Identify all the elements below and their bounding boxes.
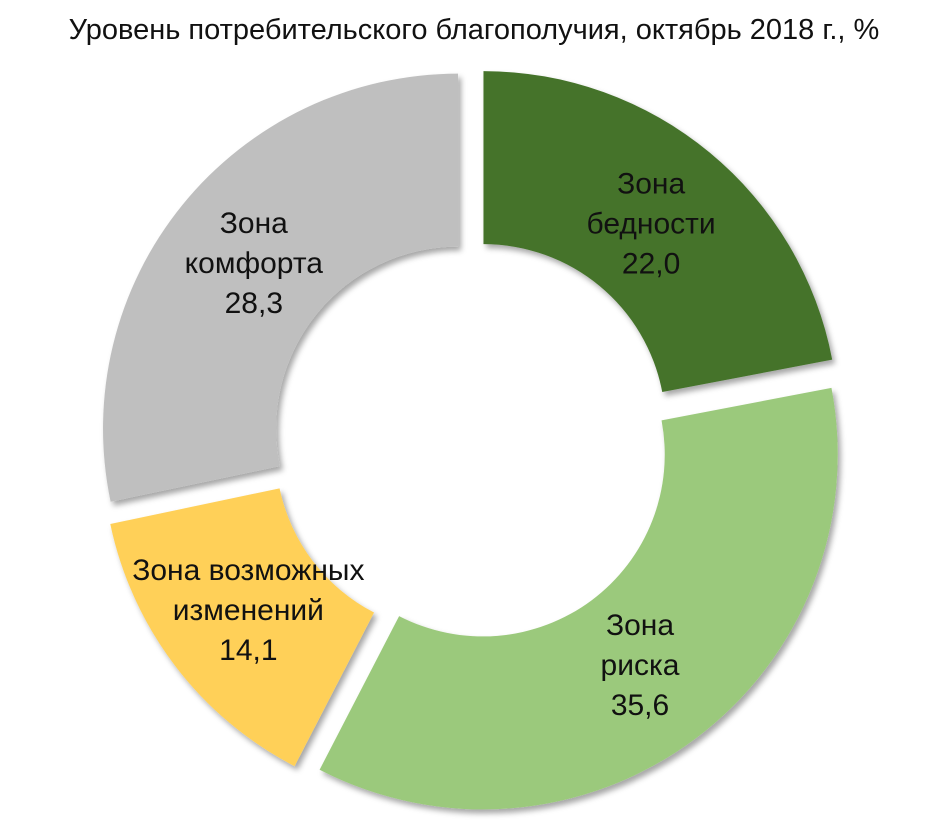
slice-comfort	[103, 73, 459, 502]
slice-poverty	[483, 71, 833, 393]
slice-name-risk: риска	[601, 649, 680, 682]
slice-value-possible-changes: 14,1	[219, 634, 277, 667]
slice-name-comfort: комфорта	[185, 247, 324, 280]
slice-value-comfort: 28,3	[225, 287, 283, 320]
slice-name-risk: Зона	[606, 609, 674, 642]
slice-name-poverty: бедности	[587, 207, 716, 240]
slice-risk	[319, 387, 838, 810]
chart-title: Уровень потребительского благополучия, о…	[68, 14, 880, 46]
slice-name-possible-changes: изменений	[173, 594, 324, 627]
slice-label-risk: Зона риска 35,6	[601, 609, 680, 722]
slice-label-possible-changes: Зона возможных изменений 14,1	[132, 554, 364, 667]
slice-name-comfort: Зона	[220, 207, 288, 240]
slice-name-possible-changes: Зона возможных	[132, 554, 364, 587]
slice-value-poverty: 22,0	[622, 247, 680, 280]
slice-name-poverty: Зона	[617, 167, 685, 200]
slice-value-risk: 35,6	[611, 689, 669, 722]
slice-possible-changes	[110, 488, 375, 767]
slice-label-poverty: Зона бедности 22,0	[587, 167, 716, 280]
slice-label-comfort: Зона комфорта 28,3	[185, 207, 324, 320]
